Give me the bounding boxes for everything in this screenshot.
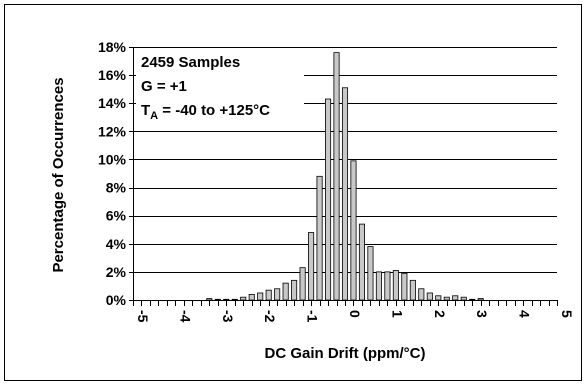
bar — [384, 271, 391, 301]
y-tick-label: 12% — [98, 123, 127, 139]
bar — [435, 295, 442, 301]
outer-border — [4, 4, 582, 381]
bars — [206, 52, 484, 301]
y-tick-label: 8% — [106, 180, 127, 196]
bar — [214, 298, 221, 301]
bar — [206, 298, 213, 301]
x-tick-label: -4 — [177, 310, 193, 323]
bar — [265, 289, 272, 301]
axes — [129, 47, 558, 306]
bar — [460, 296, 467, 301]
y-axis-title: Percentage of Occurrences — [50, 77, 67, 272]
x-tick-labels: -5 -4 -3 -2 -1 0 1 2 3 4 5 — [135, 310, 575, 323]
x-tick-label: -1 — [305, 310, 321, 323]
bar — [358, 223, 365, 301]
x-tick-label: -5 — [135, 310, 151, 323]
bar — [443, 296, 450, 301]
bar — [426, 292, 433, 301]
bar — [367, 246, 374, 301]
annotation-samples: 2459 Samples — [141, 54, 240, 71]
bar — [316, 175, 323, 301]
bar — [257, 292, 264, 301]
y-tick-label: 0% — [106, 292, 127, 308]
x-tick-label: 2 — [432, 310, 448, 318]
bar — [274, 288, 281, 301]
bar — [325, 98, 332, 301]
y-tick-labels: 0% 2% 4% 6% 8% 10% 12% 14% 16% 18% — [98, 39, 127, 308]
bar — [401, 272, 408, 301]
bar — [341, 87, 349, 301]
y-tick-label: 6% — [106, 208, 127, 224]
bar — [308, 232, 315, 301]
x-tick-label: 4 — [517, 310, 533, 318]
y-tick-label: 4% — [106, 236, 127, 252]
x-tick-label: 5 — [559, 310, 575, 318]
bar — [248, 293, 255, 301]
x-tick-label: -2 — [262, 310, 278, 323]
bar — [333, 52, 340, 301]
y-tick-label: 2% — [106, 264, 127, 280]
temp-range: = -40 to +125°C — [158, 102, 270, 119]
bar — [469, 298, 476, 301]
annotation-gain: G = +1 — [141, 78, 187, 95]
bar — [299, 267, 306, 301]
y-tick-label: 14% — [98, 95, 127, 111]
bar — [291, 279, 298, 301]
y-tick-label: 18% — [98, 39, 127, 55]
bar — [452, 295, 459, 301]
bar — [282, 282, 289, 301]
bar — [350, 160, 357, 301]
bar — [477, 298, 484, 301]
y-tick-label: 10% — [98, 151, 127, 167]
x-tick-label: 0 — [347, 310, 363, 318]
bar — [223, 298, 230, 301]
bar — [240, 296, 247, 301]
bar — [231, 298, 238, 301]
x-tick-label: 1 — [389, 310, 405, 318]
x-tick-label: 3 — [474, 310, 490, 318]
annotation-temperature: TA = -40 to +125°C — [141, 102, 270, 122]
bar — [375, 271, 382, 301]
temp-prefix: T — [141, 102, 150, 119]
temp-subscript: A — [150, 110, 158, 122]
x-axis-title: DC Gain Drift (ppm/°C) — [265, 345, 426, 362]
bar — [392, 270, 399, 301]
bar — [418, 288, 425, 301]
x-tick-label: -3 — [220, 310, 236, 323]
y-tick-label: 16% — [98, 67, 127, 83]
bar — [409, 279, 416, 301]
annotation-box — [136, 48, 304, 126]
